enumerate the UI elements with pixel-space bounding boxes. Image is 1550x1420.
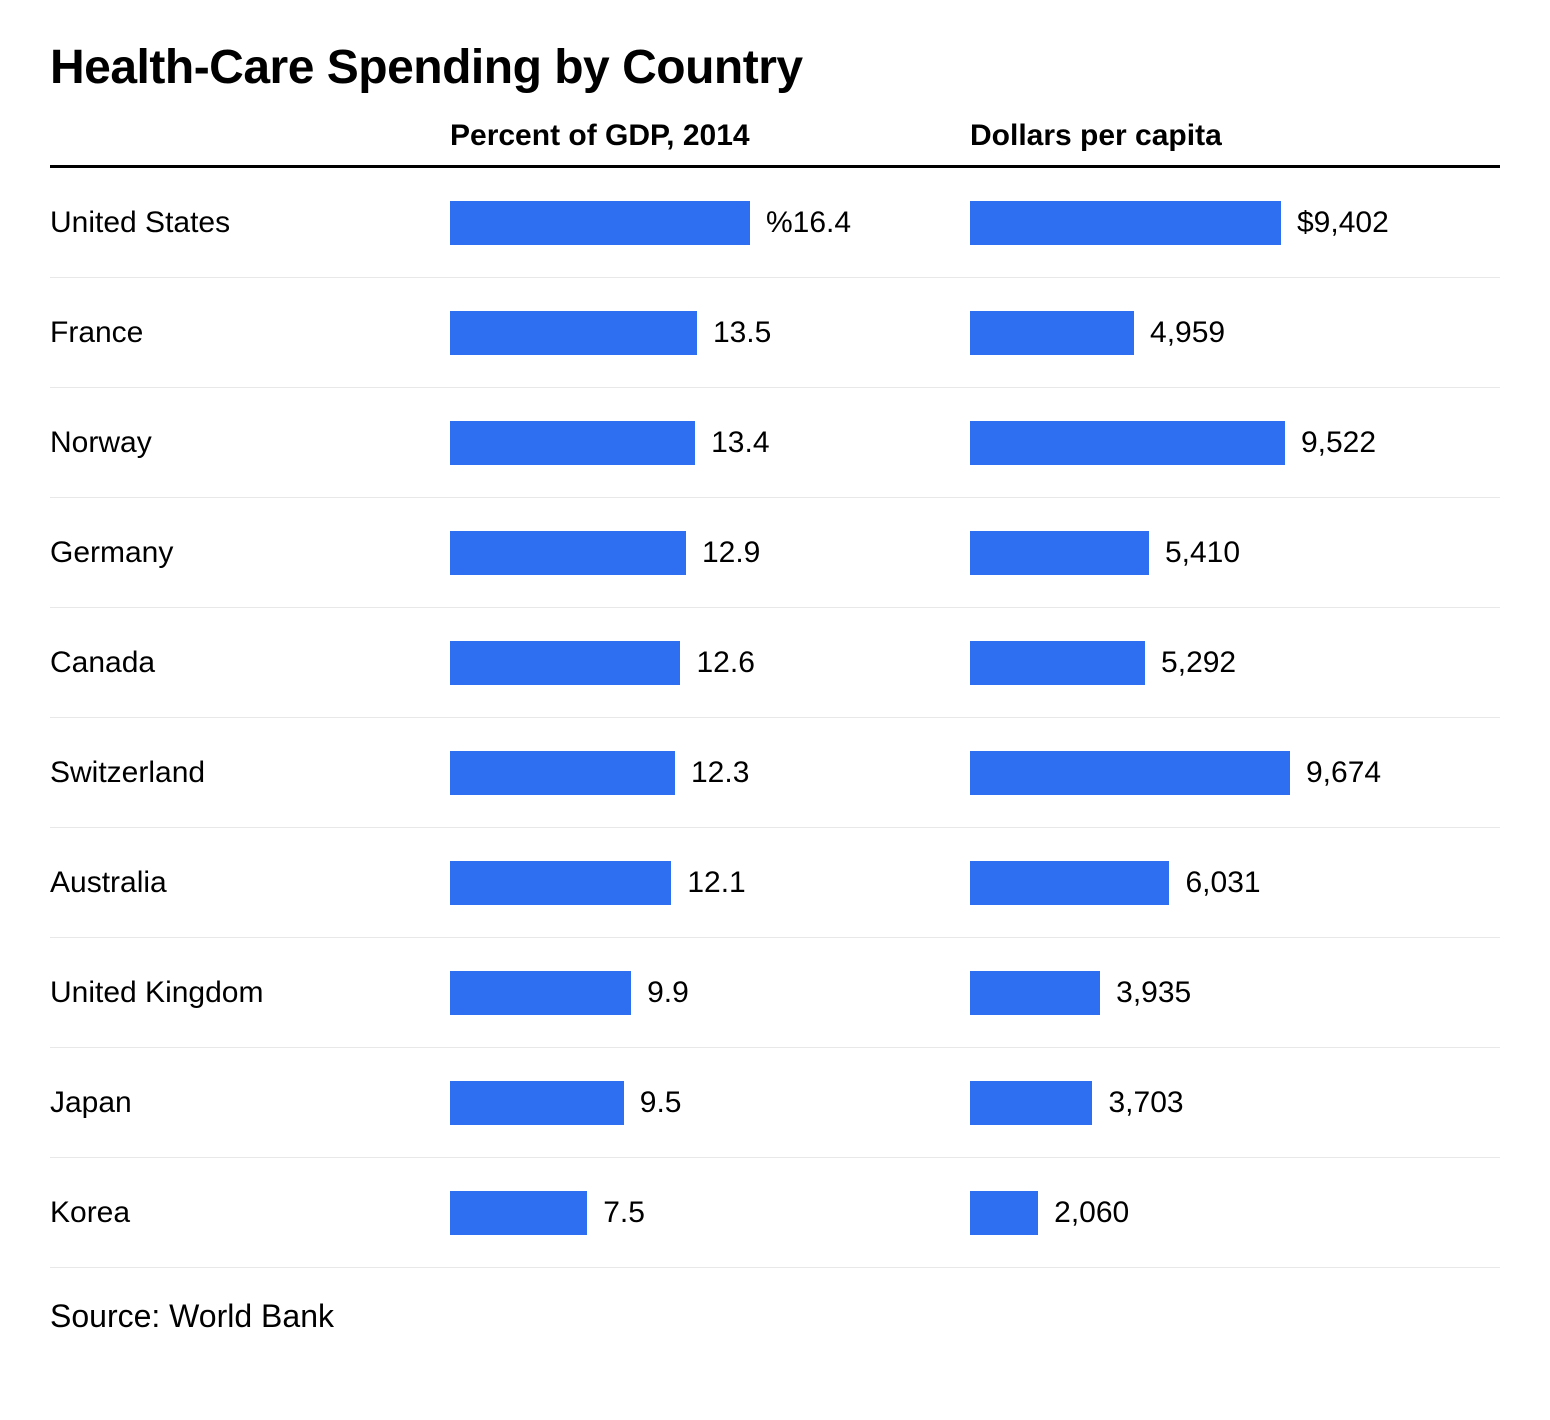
percap-cell: 3,935 [970, 971, 1450, 1015]
percap-cell: 9,674 [970, 751, 1450, 795]
country-label: Australia [50, 866, 450, 900]
percap-bar [970, 421, 1285, 465]
percap-bar [970, 531, 1149, 575]
percap-value: $9,402 [1297, 206, 1389, 240]
gdp-cell: 9.5 [450, 1081, 930, 1125]
gdp-cell: 12.1 [450, 861, 930, 905]
percap-bar [970, 201, 1281, 245]
table-row: Switzerland 12.3 9,674 [50, 718, 1500, 828]
percap-bar [970, 1191, 1038, 1235]
percap-value: 9,674 [1306, 756, 1381, 790]
table-row: France 13.5 4,959 [50, 278, 1500, 388]
gdp-value: 9.9 [647, 976, 689, 1010]
percap-bar [970, 751, 1290, 795]
gdp-bar [450, 971, 631, 1015]
gdp-value: 13.4 [711, 426, 769, 460]
percap-value: 9,522 [1301, 426, 1376, 460]
gdp-value: 12.6 [696, 646, 754, 680]
gdp-value: %16.4 [766, 206, 851, 240]
gdp-cell: 9.9 [450, 971, 930, 1015]
percap-cell: 9,522 [970, 421, 1450, 465]
gdp-value: 12.9 [702, 536, 760, 570]
column-header-gdp: Percent of GDP, 2014 [450, 119, 930, 153]
gdp-cell: 7.5 [450, 1191, 930, 1235]
gdp-cell: 13.4 [450, 421, 930, 465]
country-label: United States [50, 206, 450, 240]
gdp-value: 13.5 [713, 316, 771, 350]
gdp-bar [450, 1081, 624, 1125]
source-note: Source: World Bank [50, 1298, 1500, 1335]
table-row: Korea 7.5 2,060 [50, 1158, 1500, 1268]
gdp-bar [450, 421, 695, 465]
gdp-bar [450, 531, 686, 575]
gdp-cell: %16.4 [450, 201, 930, 245]
gdp-bar [450, 751, 675, 795]
table-row: United Kingdom 9.9 3,935 [50, 938, 1500, 1048]
country-label: Canada [50, 646, 450, 680]
country-label: United Kingdom [50, 976, 450, 1010]
gdp-bar [450, 201, 750, 245]
gdp-bar [450, 1191, 587, 1235]
percap-value: 6,031 [1185, 866, 1260, 900]
gdp-cell: 12.9 [450, 531, 930, 575]
percap-cell: 2,060 [970, 1191, 1450, 1235]
gdp-bar [450, 311, 697, 355]
table-row: Norway 13.4 9,522 [50, 388, 1500, 498]
percap-bar [970, 311, 1134, 355]
percap-bar [970, 971, 1100, 1015]
percap-cell: 6,031 [970, 861, 1450, 905]
percap-value: 3,703 [1108, 1086, 1183, 1120]
gdp-cell: 13.5 [450, 311, 930, 355]
percap-cell: 5,292 [970, 641, 1450, 685]
gdp-value: 7.5 [603, 1196, 645, 1230]
table-row: Germany 12.9 5,410 [50, 498, 1500, 608]
gdp-bar [450, 861, 671, 905]
table-row: United States %16.4 $9,402 [50, 168, 1500, 278]
column-header-percap: Dollars per capita [970, 119, 1450, 153]
percap-bar [970, 861, 1169, 905]
table-row: Japan 9.5 3,703 [50, 1048, 1500, 1158]
country-label: Korea [50, 1196, 450, 1230]
percap-value: 2,060 [1054, 1196, 1129, 1230]
country-label: Switzerland [50, 756, 450, 790]
percap-value: 4,959 [1150, 316, 1225, 350]
table-row: Canada 12.6 5,292 [50, 608, 1500, 718]
percap-cell: $9,402 [970, 201, 1450, 245]
country-label: Germany [50, 536, 450, 570]
data-rows: United States %16.4 $9,402 France 13.5 4,959 N… [50, 168, 1500, 1268]
column-headers: Percent of GDP, 2014 Dollars per capita [50, 119, 1500, 168]
country-label: Japan [50, 1086, 450, 1120]
gdp-value: 9.5 [640, 1086, 682, 1120]
percap-value: 3,935 [1116, 976, 1191, 1010]
percap-bar [970, 1081, 1092, 1125]
chart-title: Health-Care Spending by Country [50, 40, 1500, 95]
percap-bar [970, 641, 1145, 685]
percap-cell: 4,959 [970, 311, 1450, 355]
country-label: Norway [50, 426, 450, 460]
percap-value: 5,292 [1161, 646, 1236, 680]
gdp-bar [450, 641, 680, 685]
percap-cell: 3,703 [970, 1081, 1450, 1125]
percap-cell: 5,410 [970, 531, 1450, 575]
percap-value: 5,410 [1165, 536, 1240, 570]
table-row: Australia 12.1 6,031 [50, 828, 1500, 938]
gdp-value: 12.3 [691, 756, 749, 790]
gdp-cell: 12.6 [450, 641, 930, 685]
gdp-value: 12.1 [687, 866, 745, 900]
gdp-cell: 12.3 [450, 751, 930, 795]
country-label: France [50, 316, 450, 350]
